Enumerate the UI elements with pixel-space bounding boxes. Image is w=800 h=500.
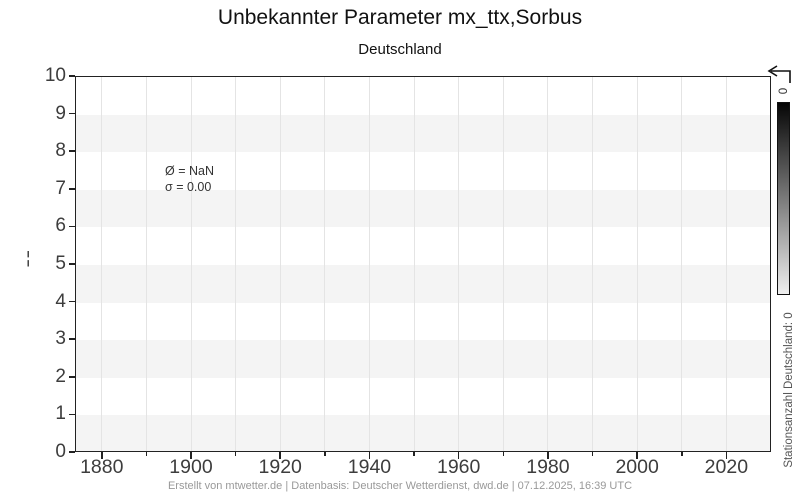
x-tick-label: 1960 <box>436 456 481 478</box>
chart-title: Unbekannter Parameter mx_ttx,Sorbus <box>217 6 583 29</box>
stats-annotation: Ø = NaN σ = 0.00 <box>165 164 214 195</box>
x-tick-mark-minor <box>324 452 326 456</box>
x-tick-label: 1940 <box>347 456 392 478</box>
mean-annotation: Ø = NaN <box>165 164 214 178</box>
x-tick-mark-major <box>100 452 103 459</box>
x-tick-label: 2020 <box>704 456 749 478</box>
x-tick-mark-major <box>636 452 638 459</box>
credit-footer: Erstellt von mtwetter.de | Datenbasis: D… <box>167 480 633 492</box>
y-tick-label: 4 <box>55 290 66 312</box>
plot-area: Ø = NaN σ = 0.00 <box>75 76 771 452</box>
y-tick-label: 8 <box>55 140 66 162</box>
vertical-gridline <box>235 77 237 451</box>
vertical-gridline <box>547 77 549 451</box>
y-tick-mark <box>69 75 75 77</box>
x-tick-label: 1980 <box>526 456 570 478</box>
vertical-gridline <box>324 77 326 451</box>
y-tick-mark <box>69 225 75 228</box>
y-tick-label: 2 <box>55 365 66 387</box>
y-tick-mark <box>69 188 75 190</box>
vertical-gridline <box>190 77 192 451</box>
y-tick-mark <box>69 451 75 453</box>
x-tick-mark-minor <box>591 452 594 456</box>
vertical-gridline <box>368 77 370 451</box>
vertical-gridline <box>592 77 594 451</box>
y-tick-label: 10 <box>44 65 66 86</box>
vertical-gridline <box>458 77 460 451</box>
y-tick-label: 9 <box>55 102 66 124</box>
shaded-band <box>76 265 770 303</box>
x-tick-mark-minor <box>680 452 683 456</box>
y-tick-label: 7 <box>55 177 66 199</box>
x-tick-label: 1880 <box>80 456 124 478</box>
x-tick-mark-minor <box>145 452 148 456</box>
x-tick-label: 2000 <box>615 456 659 478</box>
x-tick-label: 1900 <box>169 456 213 478</box>
shaded-band <box>76 114 770 153</box>
vertical-gridline <box>279 77 281 451</box>
colorbar-axis-label: Stationsanzahl Deutschland: 0 <box>783 312 795 468</box>
y-tick-mark <box>69 300 75 303</box>
y-tick-mark <box>69 413 75 416</box>
y-tick-label: 6 <box>55 215 66 237</box>
x-tick-mark-minor <box>413 452 415 456</box>
vertical-gridline <box>681 77 683 451</box>
x-tick-mark-major <box>190 452 192 459</box>
x-tick-mark-major <box>457 452 460 459</box>
x-tick-mark-minor <box>502 452 505 456</box>
y-tick-mark <box>69 338 75 340</box>
sigma-annotation: σ = 0.00 <box>165 179 212 194</box>
vertical-gridline <box>101 77 103 451</box>
y-tick-label: 1 <box>55 403 66 425</box>
y-tick-mark <box>69 263 75 265</box>
y-tick-mark <box>69 376 75 378</box>
station-count-colorbar <box>777 102 790 295</box>
y-tick-mark <box>69 112 75 115</box>
colorbar-annotation-arrow-icon <box>767 65 791 83</box>
vertical-gridline <box>502 77 504 451</box>
shaded-band <box>76 340 770 378</box>
y-tick-label: 5 <box>55 253 66 274</box>
x-tick-mark-major <box>368 452 371 459</box>
x-tick-mark-major <box>725 452 728 459</box>
vertical-gridline <box>145 77 147 451</box>
colorbar-top-tick-label: 0 <box>778 87 790 95</box>
x-tick-mark-major <box>547 452 549 459</box>
vertical-gridline <box>636 77 638 451</box>
vertical-gridline <box>725 77 727 451</box>
y-tick-label: 0 <box>55 441 66 462</box>
shaded-band <box>76 415 770 451</box>
vertical-gridline <box>413 77 415 451</box>
y-axis-label-fragment: ¦ <box>26 248 31 267</box>
x-tick-label: 1920 <box>258 456 302 478</box>
y-tick-mark <box>69 150 75 152</box>
x-tick-mark-minor <box>234 452 237 456</box>
x-tick-mark-major <box>279 452 282 459</box>
y-tick-label: 3 <box>55 328 66 350</box>
chart-subtitle: Deutschland <box>358 41 442 58</box>
shaded-band <box>76 189 770 228</box>
